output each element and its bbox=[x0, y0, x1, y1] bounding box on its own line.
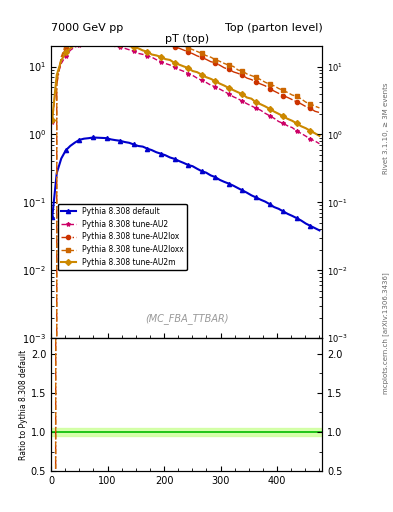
Text: 7000 GeV pp: 7000 GeV pp bbox=[51, 23, 123, 33]
Pythia 8.308 tune-AU2loxx bbox=[95, 23, 100, 29]
Pythia 8.308 tune-AU2loxx bbox=[145, 31, 150, 37]
Legend: Pythia 8.308 default, Pythia 8.308 tune-AU2, Pythia 8.308 tune-AU2lox, Pythia 8.: Pythia 8.308 default, Pythia 8.308 tune-… bbox=[58, 204, 187, 270]
Pythia 8.308 default bbox=[140, 143, 145, 150]
Pythia 8.308 tune-AU2 bbox=[50, 119, 55, 125]
Line: Pythia 8.308 default: Pythia 8.308 default bbox=[50, 135, 321, 232]
Pythia 8.308 tune-AU2 bbox=[222, 89, 227, 95]
Pythia 8.308 tune-AU2loxx bbox=[122, 26, 127, 32]
Pythia 8.308 tune-AU2lox bbox=[145, 34, 150, 40]
Text: Top (parton level): Top (parton level) bbox=[224, 23, 322, 33]
Pythia 8.308 tune-AU2m bbox=[140, 47, 145, 53]
Pythia 8.308 tune-AU2m bbox=[131, 44, 136, 50]
Line: Pythia 8.308 tune-AU2lox: Pythia 8.308 tune-AU2lox bbox=[50, 27, 321, 512]
Pythia 8.308 default bbox=[91, 135, 95, 141]
Pythia 8.308 default bbox=[222, 179, 227, 185]
Pythia 8.308 default bbox=[122, 139, 127, 145]
Pythia 8.308 tune-AU2m bbox=[50, 117, 55, 123]
Pythia 8.308 tune-AU2m bbox=[222, 82, 227, 89]
Pythia 8.308 default bbox=[100, 135, 105, 141]
Pythia 8.308 tune-AU2loxx bbox=[222, 60, 227, 67]
Pythia 8.308 tune-AU2 bbox=[140, 51, 145, 57]
Pythia 8.308 tune-AU2lox bbox=[122, 29, 127, 35]
Pythia 8.308 tune-AU2 bbox=[95, 40, 100, 46]
Pythia 8.308 tune-AU2 bbox=[100, 40, 105, 46]
Pythia 8.308 default bbox=[317, 227, 322, 233]
Bar bbox=[51, 428, 322, 436]
Title: pT (top): pT (top) bbox=[165, 34, 209, 44]
Pythia 8.308 tune-AU2loxx bbox=[317, 105, 322, 111]
Line: Pythia 8.308 tune-AU2: Pythia 8.308 tune-AU2 bbox=[50, 41, 321, 146]
Pythia 8.308 tune-AU2m bbox=[122, 41, 127, 47]
Pythia 8.308 tune-AU2m bbox=[100, 37, 105, 43]
Pythia 8.308 tune-AU2 bbox=[317, 141, 322, 147]
Pythia 8.308 tune-AU2lox bbox=[95, 26, 100, 32]
Pythia 8.308 tune-AU2lox bbox=[140, 33, 145, 39]
Pythia 8.308 tune-AU2m bbox=[86, 37, 91, 43]
Pythia 8.308 tune-AU2 bbox=[145, 53, 150, 59]
Pythia 8.308 tune-AU2lox bbox=[317, 110, 322, 116]
Text: (MC_FBA_TTBAR): (MC_FBA_TTBAR) bbox=[145, 313, 228, 324]
Pythia 8.308 tune-AU2lox bbox=[222, 65, 227, 71]
Text: Rivet 3.1.10, ≥ 3M events: Rivet 3.1.10, ≥ 3M events bbox=[383, 82, 389, 174]
Text: mcplots.cern.ch [arXiv:1306.3436]: mcplots.cern.ch [arXiv:1306.3436] bbox=[382, 272, 389, 394]
Pythia 8.308 default bbox=[145, 145, 150, 152]
Pythia 8.308 default bbox=[50, 215, 55, 221]
Pythia 8.308 default bbox=[131, 141, 136, 147]
Pythia 8.308 tune-AU2 bbox=[131, 48, 136, 54]
Pythia 8.308 tune-AU2m bbox=[145, 49, 150, 55]
Pythia 8.308 tune-AU2loxx bbox=[140, 30, 145, 36]
Y-axis label: Ratio to Pythia 8.308 default: Ratio to Pythia 8.308 default bbox=[19, 350, 28, 460]
Line: Pythia 8.308 tune-AU2m: Pythia 8.308 tune-AU2m bbox=[50, 38, 321, 138]
Pythia 8.308 tune-AU2 bbox=[122, 45, 127, 51]
Pythia 8.308 tune-AU2lox bbox=[100, 26, 105, 32]
Pythia 8.308 tune-AU2m bbox=[317, 133, 322, 139]
Pythia 8.308 tune-AU2loxx bbox=[100, 23, 105, 29]
Pythia 8.308 tune-AU2lox bbox=[131, 30, 136, 36]
Pythia 8.308 tune-AU2loxx bbox=[131, 27, 136, 33]
Line: Pythia 8.308 tune-AU2loxx: Pythia 8.308 tune-AU2loxx bbox=[50, 24, 321, 512]
